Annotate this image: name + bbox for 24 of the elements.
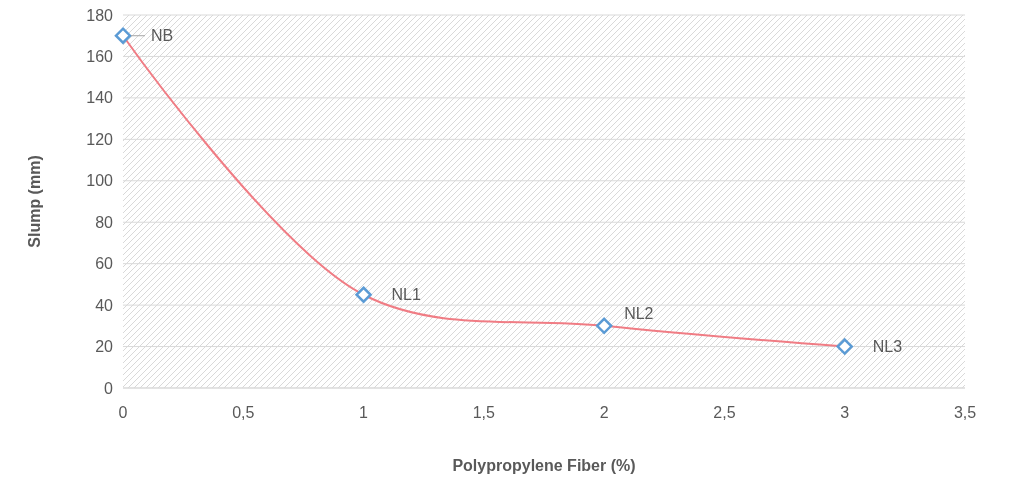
y-axis-title: Slump (mm): [26, 155, 43, 248]
x-tick-label: 0: [118, 404, 128, 421]
annotation: NB: [151, 27, 174, 45]
x-tick-label: 2: [599, 404, 609, 421]
annotation: NL3: [872, 338, 903, 356]
x-tick-label: 3,5: [953, 404, 977, 421]
annotation: NL1: [391, 286, 422, 304]
x-tick-label: 1: [359, 404, 369, 421]
y-tick-label: 160: [86, 48, 114, 66]
x-tick-label: 2,5: [713, 404, 736, 421]
y-tick-label: 20: [95, 338, 114, 356]
x-tick-label: 1,5: [472, 404, 496, 421]
y-tick-label: 80: [95, 213, 114, 231]
x-axis-title: Polypropylene Fiber (%): [452, 457, 636, 474]
y-tick-label: 0: [104, 379, 114, 397]
y-tick-label: 100: [86, 172, 114, 190]
y-tick-label: 60: [95, 255, 114, 273]
y-tick-label: 140: [86, 89, 114, 107]
annotation: NL2: [624, 305, 654, 323]
y-tick-label: 120: [86, 130, 114, 148]
x-tick-label: 0,5: [232, 404, 255, 421]
y-tick-label: 40: [95, 296, 114, 314]
y-tick-label: 180: [86, 6, 114, 24]
x-tick-label: 3: [840, 404, 850, 421]
